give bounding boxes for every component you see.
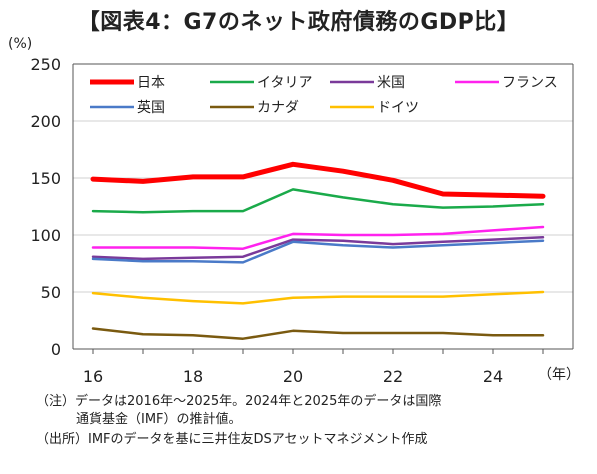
legend-label-4: フランス: [502, 75, 558, 91]
x-tick-label-16: 16: [83, 367, 103, 386]
series-line-2: [91, 188, 545, 214]
legend-label-5: 英国: [137, 99, 165, 116]
series-line-1: [90, 161, 546, 199]
y-tick-label-250: 250: [30, 55, 61, 74]
x-tick-label-22: 22: [383, 367, 403, 386]
x-tick-label-24: 24: [483, 367, 503, 386]
y-tick-label-200: 200: [30, 112, 61, 131]
y-tick-label-150: 150: [30, 169, 61, 188]
series-line-6: [91, 327, 545, 340]
x-tick-label-20: 20: [283, 367, 303, 386]
y-axis-unit: (%): [8, 36, 33, 52]
x-tick-label-18: 18: [183, 367, 203, 386]
y-tick-label-0: 0: [51, 340, 61, 359]
y-tick-label-50: 50: [41, 283, 61, 302]
legend-label-6: カナダ: [257, 100, 299, 116]
series-line-5: [91, 239, 545, 264]
series-line-7: [91, 290, 545, 305]
chart-title: 【図表4：G7のネット政府債務のGDP比】: [77, 10, 520, 35]
legend-label-7: ドイツ: [377, 100, 419, 116]
note-line-2: 通貨基金（IMF）の推計値。: [76, 412, 242, 427]
legend-label-3: 米国: [377, 75, 405, 91]
legend-label-1: 日本: [137, 75, 165, 91]
x-axis-unit: （年）: [538, 367, 580, 383]
legend-label-2: イタリア: [257, 75, 312, 91]
source-note: （出所）IMFのデータを基に三井住友DSアセットマネジメント作成: [36, 432, 428, 447]
series-line-4: [91, 225, 545, 250]
note-line-1: （注）データは2016年～2025年。2024年と2025年のデータは国際: [36, 394, 442, 409]
y-tick-label-100: 100: [30, 226, 61, 245]
series-line-3: [91, 236, 545, 261]
